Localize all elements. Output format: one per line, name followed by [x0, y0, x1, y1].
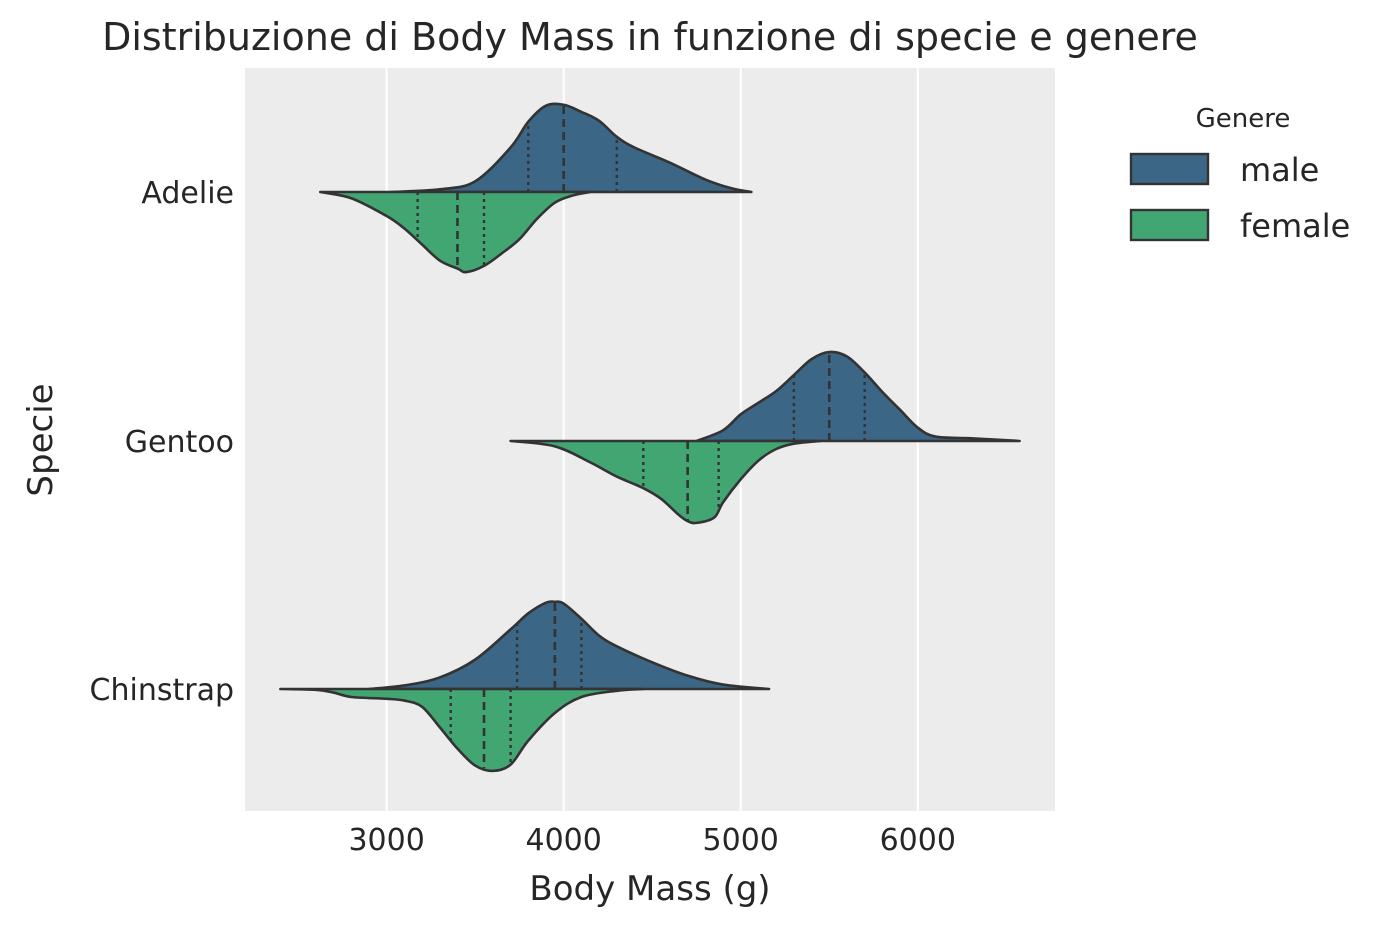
y-axis-ticks: Adelie Gentoo Chinstrap — [90, 176, 234, 708]
y-tick-label-adelie: Adelie — [141, 176, 234, 211]
legend: Genere male female — [1129, 104, 1350, 245]
violins — [279, 102, 1021, 773]
violin-adelie-female — [318, 190, 592, 274]
legend-label-female: female — [1240, 207, 1350, 245]
chart-title: Distribuzione di Body Mass in funzione d… — [102, 15, 1198, 59]
violin-chinstrap-female — [279, 687, 645, 773]
y-tick-label-gentoo: Gentoo — [125, 425, 234, 460]
y-axis-label: Specie — [21, 383, 61, 496]
legend-label-male: male — [1240, 151, 1319, 189]
violin-half-chinstrap-male — [367, 600, 771, 691]
x-tick-label-4000: 4000 — [526, 823, 602, 858]
violin-half-gentoo-male — [695, 350, 1021, 443]
violin-gentoo-female — [509, 439, 822, 525]
legend-swatch-female — [1129, 208, 1210, 242]
y-tick-label-chinstrap: Chinstrap — [90, 673, 234, 708]
x-tick-label-5000: 5000 — [703, 823, 779, 858]
violin-half-chinstrap-female — [279, 687, 645, 773]
violin-half-adelie-male — [389, 102, 753, 194]
x-axis-ticks: 3000 4000 5000 6000 — [348, 823, 956, 858]
legend-swatch-male — [1129, 152, 1210, 186]
violin-half-gentoo-female — [509, 439, 822, 525]
violin-adelie-male — [389, 102, 753, 194]
x-tick-label-6000: 6000 — [880, 823, 956, 858]
violin-half-adelie-female — [318, 190, 592, 274]
violin-chinstrap-male — [367, 600, 771, 691]
x-tick-label-3000: 3000 — [348, 823, 424, 858]
x-axis-label: Body Mass (g) — [529, 869, 770, 909]
violin-gentoo-male — [695, 350, 1021, 443]
legend-title: Genere — [1196, 104, 1291, 134]
